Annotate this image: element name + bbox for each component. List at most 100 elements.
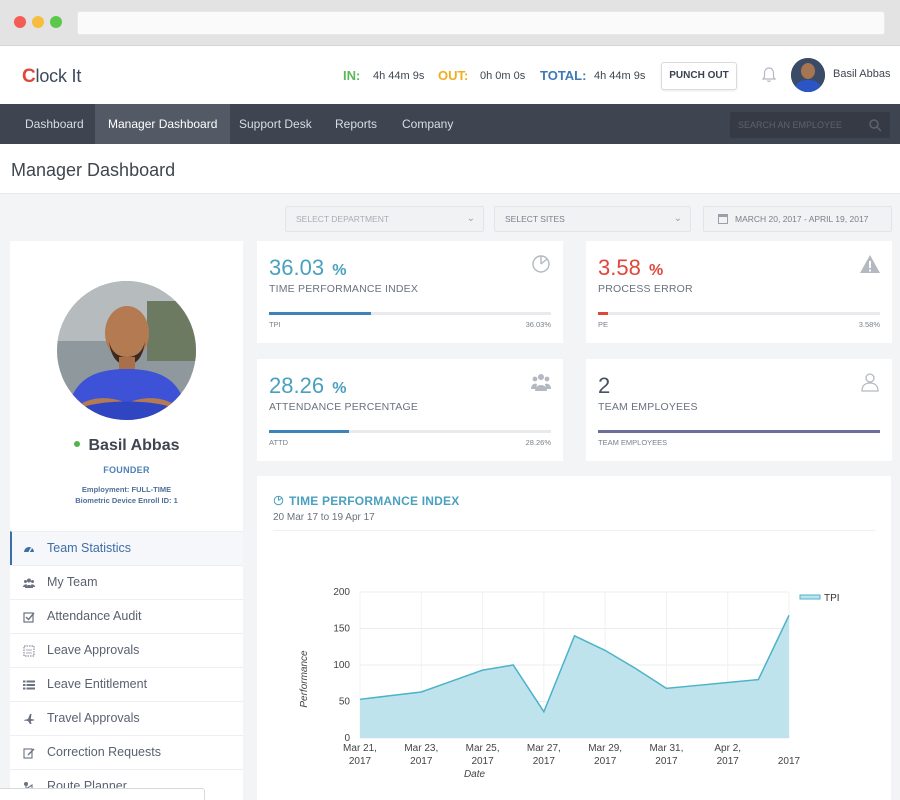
menu-item-leave-approvals[interactable]: Leave Approvals: [10, 633, 243, 667]
pie-chart-icon: [273, 495, 284, 506]
menu-item-leave-entitlement[interactable]: Leave Entitlement: [10, 667, 243, 701]
tpi-area-chart: 0 50 100 150 200 Mar 21, 2017 Mar 23, 2017 Mar 25…: [299, 587, 840, 780]
in-label: IN:: [343, 68, 361, 83]
profile-role: FOUNDER: [103, 465, 150, 475]
attd-foot-label: ATTD: [269, 438, 289, 447]
nav-reports[interactable]: Reports: [335, 117, 378, 131]
profile-name: Basil Abbas: [10, 437, 243, 455]
y-tick-label: 150: [333, 624, 350, 635]
team-progress-fill: [598, 430, 880, 433]
attd-foot-value: 28.26%: [525, 438, 551, 447]
in-value: 4h 44m 9s: [373, 70, 425, 82]
employee-search-input[interactable]: [738, 117, 863, 133]
horizontal-scrollbar[interactable]: [0, 788, 205, 800]
x-tick-label: Mar 27,: [527, 743, 561, 754]
address-bar[interactable]: [77, 11, 885, 35]
tpi-area-fill: [360, 615, 789, 738]
pe-progress-fill: [598, 312, 609, 315]
pie-chart-icon: [532, 255, 550, 273]
page-title-bar: Manager Dashboard: [0, 144, 900, 194]
tpi-progress: [269, 312, 551, 315]
profile-biometric-id: Biometric Device Enroll ID: 1: [75, 496, 178, 505]
list-icon: [23, 680, 35, 690]
user-avatar[interactable]: [791, 58, 825, 92]
chart-title: TIME PERFORMANCE INDEX: [289, 494, 460, 508]
pe-label: PROCESS ERROR: [598, 283, 693, 295]
close-window-dot[interactable]: [14, 16, 26, 28]
chart-subtitle: 20 Mar 17 to 19 Apr 17: [273, 512, 375, 523]
attd-label: ATTENDANCE PERCENTAGE: [269, 401, 419, 413]
chevron-down-icon: ⌄: [673, 213, 682, 224]
team-foot-label: TEAM EMPLOYEES: [598, 438, 668, 447]
team-employees-card: 2 TEAM EMPLOYEES TEAM EMPLOYEES: [586, 359, 892, 461]
x-tick-label: Mar 25,: [466, 743, 500, 754]
x-tick-year: 2017: [717, 756, 740, 767]
y-tick-label: 200: [333, 587, 350, 598]
x-tick-label: Mar 31,: [649, 743, 683, 754]
out-value: 0h 0m 0s: [480, 70, 526, 82]
x-tick-label: Mar 21,: [343, 743, 377, 754]
menu-item-attendance-audit[interactable]: Attendance Audit: [10, 599, 243, 633]
tpi-foot-label: TPI: [269, 320, 281, 329]
menu-item-my-team[interactable]: My Team: [10, 565, 243, 599]
attd-value: 28.26 %: [269, 373, 347, 398]
chevron-down-icon: ⌄: [466, 213, 475, 224]
app-logo[interactable]: Clock It: [22, 66, 82, 87]
x-axis-title: Date: [464, 769, 486, 780]
date-range-picker[interactable]: MARCH 20, 2017 - APRIL 19, 2017: [703, 206, 892, 232]
nav-company[interactable]: Company: [402, 117, 454, 131]
x-tick-year: 2017: [533, 756, 556, 767]
punch-out-button[interactable]: PUNCH OUT: [661, 62, 737, 90]
y-tick-label: 0: [344, 733, 350, 744]
x-tick-year: 2017: [594, 756, 617, 767]
online-status-dot: [73, 440, 80, 447]
maximize-window-dot[interactable]: [50, 16, 62, 28]
warning-icon: [860, 255, 880, 273]
out-label: OUT:: [438, 68, 469, 83]
total-label: TOTAL:: [540, 68, 587, 83]
x-tick-year: 2017: [778, 756, 801, 767]
legend-swatch: [799, 594, 821, 600]
main-nav: Dashboard Manager Dashboard Support Desk…: [0, 104, 900, 144]
x-tick-year: 2017: [471, 756, 494, 767]
nav-manager-dashboard[interactable]: Manager Dashboard: [95, 104, 231, 144]
attendance-card: 28.26 % ATTENDANCE PERCENTAGE ATTD 28.26…: [257, 359, 563, 461]
x-tick-year: 2017: [410, 756, 433, 767]
search-icon[interactable]: [868, 118, 882, 132]
tpi-value: 36.03 %: [269, 255, 347, 280]
menu-item-correction-requests[interactable]: Correction Requests: [10, 735, 243, 769]
calendar-icon: [718, 214, 728, 224]
menu-item-team-statistics[interactable]: Team Statistics: [10, 531, 243, 565]
team-label: TEAM EMPLOYEES: [598, 401, 698, 413]
plane-icon: [24, 714, 34, 724]
header-user-name[interactable]: Basil Abbas: [833, 68, 891, 80]
person-icon: [861, 373, 879, 392]
x-tick-label: Mar 29,: [588, 743, 622, 754]
nav-support-desk[interactable]: Support Desk: [239, 117, 312, 131]
tpi-progress-fill: [269, 312, 371, 315]
profile-photo: [57, 281, 196, 420]
tpi-foot-value: 36.03%: [525, 320, 551, 329]
nav-dashboard[interactable]: Dashboard: [25, 117, 84, 131]
browser-titlebar: [0, 0, 900, 46]
page-title: Manager Dashboard: [11, 160, 176, 180]
y-tick-label: 50: [339, 697, 351, 708]
minimize-window-dot[interactable]: [32, 16, 44, 28]
attd-progress: [269, 430, 551, 433]
dashboard-gauge-icon: [24, 547, 34, 553]
pe-value: 3.58 %: [598, 255, 664, 280]
bell-icon[interactable]: [760, 66, 778, 84]
group-icon: [531, 374, 551, 391]
legend-label: TPI: [824, 593, 840, 604]
profile-employment: Employment: FULL-TIME: [81, 485, 172, 494]
profile-card: Basil Abbas FOUNDER Employment: FULL-TIM…: [10, 241, 243, 800]
sites-select[interactable]: SELECT SITES ⌄: [494, 206, 691, 232]
department-select[interactable]: SELECT DEPARTMENT ⌄: [285, 206, 484, 232]
pe-progress: [598, 312, 880, 315]
employee-search: [730, 112, 890, 138]
tpi-label: TIME PERFORMANCE INDEX: [269, 283, 419, 295]
team-value: 2: [598, 373, 611, 398]
app-header: Clock It IN: 4h 44m 9s OUT: 0h 0m 0s TOT…: [0, 46, 900, 104]
menu-item-travel-approvals[interactable]: Travel Approvals: [10, 701, 243, 735]
x-tick-year: 2017: [349, 756, 372, 767]
